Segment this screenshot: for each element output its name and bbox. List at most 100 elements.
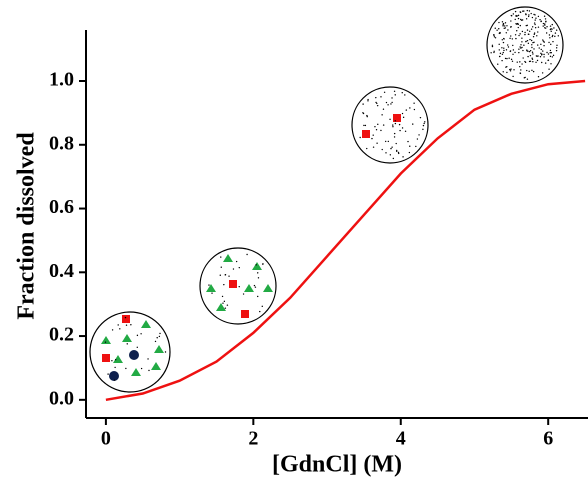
y-tick-label: 0.2 [49,324,74,346]
stipple [531,57,533,59]
stipple [510,20,512,22]
stipple [506,57,508,60]
squares [102,114,401,362]
stipple [159,332,161,335]
stipple [382,108,385,110]
stipple [498,21,500,24]
stipple [525,24,527,27]
stipple [557,35,560,37]
stipple [408,151,411,154]
stipple [397,151,400,154]
stipple [503,49,505,52]
stipple [521,37,523,39]
insets [89,6,564,393]
stipple [519,33,521,35]
stipple [527,55,529,58]
stipple [375,128,378,131]
stipple [526,39,529,42]
stipple [544,23,546,25]
stipple [528,50,531,53]
triangles [101,254,273,376]
stipple [119,328,121,330]
stipple [242,293,245,295]
stipple [390,103,392,105]
stipple [524,33,526,36]
stipple [125,367,127,370]
stipple [524,61,527,64]
stipple [525,18,528,20]
stipple [367,100,369,102]
stipple [540,20,543,22]
stipple [512,49,515,51]
stipple [512,53,514,55]
stipple [533,48,535,50]
stipple [537,15,540,18]
stipple [526,69,528,72]
stipple [238,285,240,288]
stipple [154,340,157,343]
stipple [501,47,503,49]
stipple [543,15,546,17]
stipple [502,51,504,54]
stipple [394,122,397,125]
stipple [537,55,539,57]
stipple [518,48,520,50]
stipple [554,35,556,38]
x-tick-label: 6 [543,428,553,450]
stipple [528,33,530,36]
stipple [503,37,505,40]
stipple [507,29,509,31]
stipple [551,35,554,38]
stipple [519,65,521,68]
stipple [226,304,229,306]
stipple [374,126,376,128]
stipple [549,49,552,52]
stipple [515,37,517,40]
stipple [518,34,520,37]
stipple [550,52,553,54]
stipple [387,140,390,143]
stipple [499,32,501,34]
stipple [385,152,387,154]
stipple [506,25,508,27]
stipple [536,55,538,57]
stipple [555,47,558,49]
stipple [548,41,550,44]
stipple [390,147,392,150]
stipple [530,39,533,42]
stipple [543,53,545,56]
stipple [521,46,523,49]
stipple [526,49,528,51]
stipple [529,38,531,41]
stipple [546,51,548,54]
stipple [546,26,548,28]
stipple [257,272,259,274]
stipple [534,27,537,29]
stipple [259,310,261,313]
stipple [409,145,411,147]
stipple [543,44,545,47]
stipple [521,63,523,65]
stipple [505,49,508,51]
stipple [530,12,532,15]
stipple [556,44,558,47]
stipple [493,51,495,54]
stipple [502,22,505,25]
stipple [113,379,116,381]
stipple [362,103,364,105]
stipple [104,341,107,343]
stipple [542,39,544,41]
stipple [534,14,536,16]
stipple [501,59,503,62]
stipple [494,37,497,39]
stipple [545,32,548,34]
stipple [503,47,505,49]
stipple [523,10,525,12]
stipple [371,137,373,140]
stipple [545,20,547,23]
y-tick-label: 1.0 [49,69,74,91]
stipple [387,104,389,106]
stipple [532,70,535,73]
stipple [389,118,391,121]
